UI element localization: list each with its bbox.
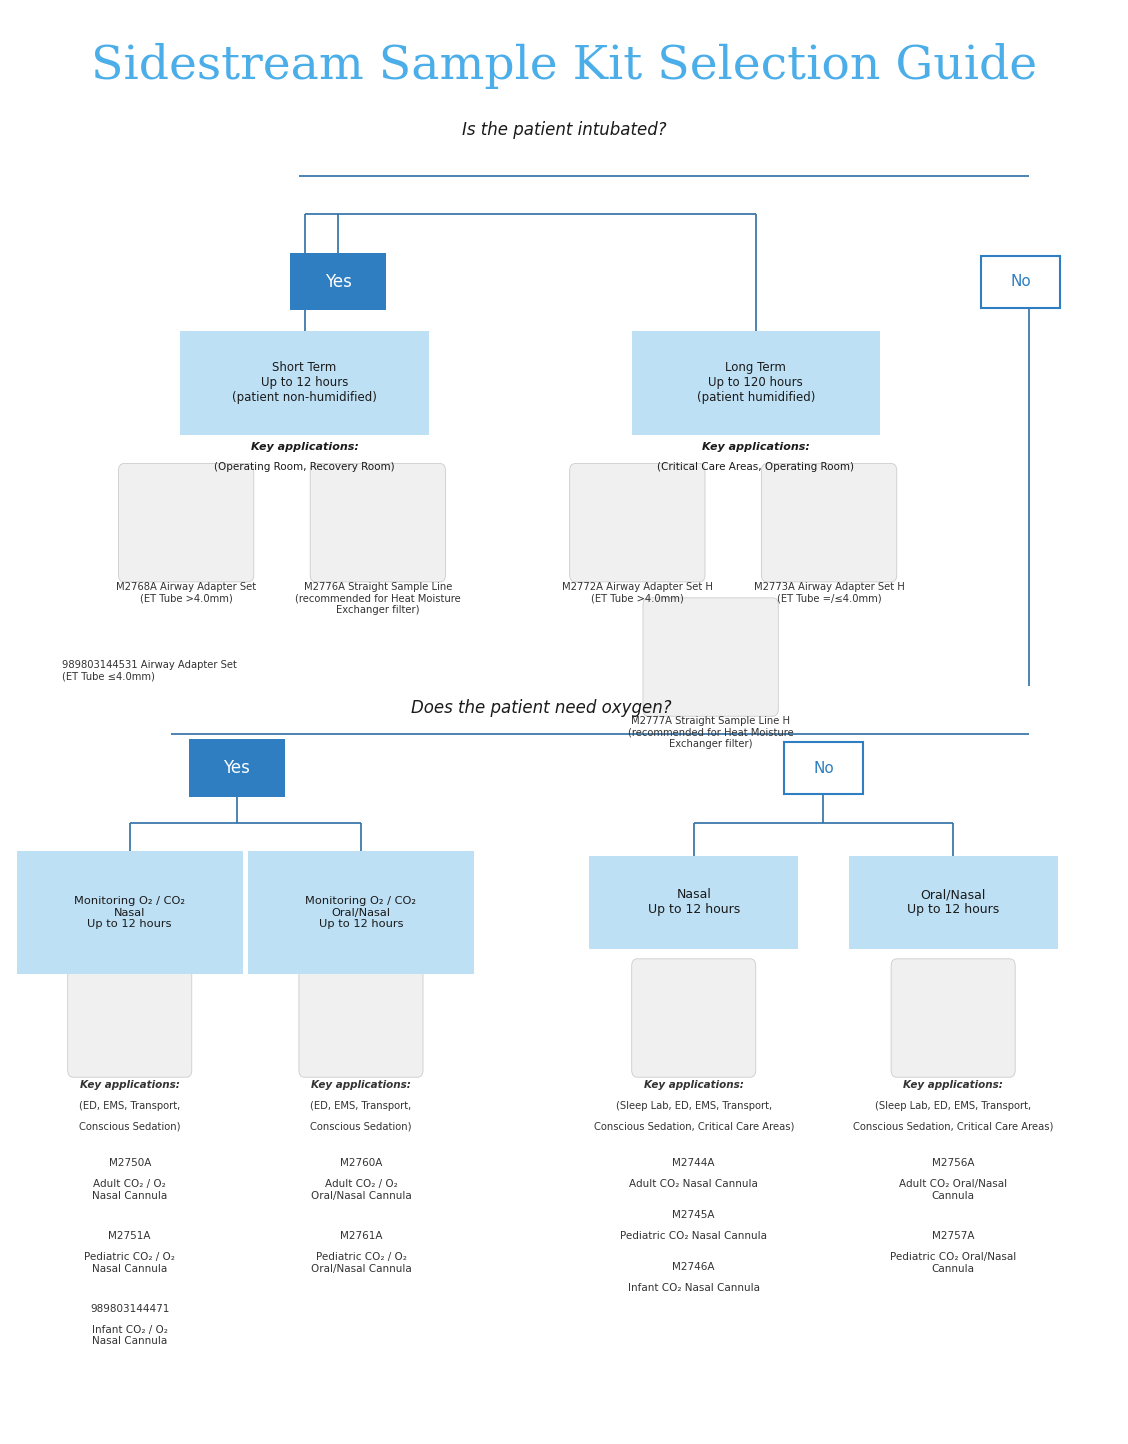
FancyBboxPatch shape xyxy=(68,959,192,1077)
Text: 989803144531 Airway Adapter Set
(ET Tube ≤4.0mm): 989803144531 Airway Adapter Set (ET Tube… xyxy=(62,660,237,682)
Text: M2757A: M2757A xyxy=(932,1230,975,1240)
FancyBboxPatch shape xyxy=(570,464,705,582)
Text: M2776A Straight Sample Line
(recommended for Heat Moisture
Exchanger filter): M2776A Straight Sample Line (recommended… xyxy=(296,582,460,615)
Text: M2773A Airway Adapter Set H
(ET Tube =/≤4.0mm): M2773A Airway Adapter Set H (ET Tube =/≤… xyxy=(754,582,905,604)
FancyBboxPatch shape xyxy=(310,464,446,582)
FancyBboxPatch shape xyxy=(188,739,284,797)
Text: Conscious Sedation, Critical Care Areas): Conscious Sedation, Critical Care Areas) xyxy=(593,1122,794,1132)
Text: Key applications:: Key applications: xyxy=(904,1080,1003,1090)
Text: Oral/Nasal
Up to 12 hours: Oral/Nasal Up to 12 hours xyxy=(907,888,999,917)
FancyBboxPatch shape xyxy=(17,851,243,973)
FancyBboxPatch shape xyxy=(848,855,1058,950)
Text: Pediatric CO₂ / O₂
Oral/Nasal Cannula: Pediatric CO₂ / O₂ Oral/Nasal Cannula xyxy=(310,1252,412,1274)
Text: M2746A: M2746A xyxy=(672,1262,715,1272)
Text: Adult CO₂ / O₂
Oral/Nasal Cannula: Adult CO₂ / O₂ Oral/Nasal Cannula xyxy=(310,1178,412,1200)
Text: Key applications:: Key applications: xyxy=(250,442,359,452)
Text: Conscious Sedation): Conscious Sedation) xyxy=(310,1122,412,1132)
Text: M2750A: M2750A xyxy=(108,1158,151,1168)
FancyBboxPatch shape xyxy=(118,464,254,582)
Text: Adult CO₂ Oral/Nasal
Cannula: Adult CO₂ Oral/Nasal Cannula xyxy=(899,1178,1007,1200)
Text: M2768A Airway Adapter Set
(ET Tube >4.0mm): M2768A Airway Adapter Set (ET Tube >4.0m… xyxy=(116,582,256,604)
Text: M2772A Airway Adapter Set H
(ET Tube >4.0mm): M2772A Airway Adapter Set H (ET Tube >4.… xyxy=(562,582,713,604)
FancyBboxPatch shape xyxy=(248,851,474,973)
FancyBboxPatch shape xyxy=(981,256,1060,308)
FancyBboxPatch shape xyxy=(891,959,1015,1077)
Text: Infant CO₂ / O₂
Nasal Cannula: Infant CO₂ / O₂ Nasal Cannula xyxy=(91,1326,168,1346)
Text: Infant CO₂ Nasal Cannula: Infant CO₂ Nasal Cannula xyxy=(627,1282,760,1292)
Text: M2761A: M2761A xyxy=(340,1230,382,1240)
Text: M2744A: M2744A xyxy=(672,1158,715,1168)
Text: (Operating Room, Recovery Room): (Operating Room, Recovery Room) xyxy=(214,462,395,472)
FancyBboxPatch shape xyxy=(784,742,863,794)
Text: Does the patient need oxygen?: Does the patient need oxygen? xyxy=(411,699,672,716)
FancyBboxPatch shape xyxy=(290,253,386,310)
FancyBboxPatch shape xyxy=(643,598,778,716)
Text: Nasal
Up to 12 hours: Nasal Up to 12 hours xyxy=(647,888,740,917)
Text: Pediatric CO₂ Nasal Cannula: Pediatric CO₂ Nasal Cannula xyxy=(620,1230,767,1240)
Text: Yes: Yes xyxy=(223,760,250,777)
FancyBboxPatch shape xyxy=(632,959,756,1077)
Text: Short Term
Up to 12 hours
(patient non-humidified): Short Term Up to 12 hours (patient non-h… xyxy=(232,361,377,404)
Text: (ED, EMS, Transport,: (ED, EMS, Transport, xyxy=(310,1100,412,1110)
Text: Key applications:: Key applications: xyxy=(311,1080,411,1090)
Text: Is the patient intubated?: Is the patient intubated? xyxy=(461,121,667,139)
Text: M2756A: M2756A xyxy=(932,1158,975,1168)
Text: Pediatric CO₂ Oral/Nasal
Cannula: Pediatric CO₂ Oral/Nasal Cannula xyxy=(890,1252,1016,1274)
Text: No: No xyxy=(813,761,834,775)
Text: Sidestream Sample Kit Selection Guide: Sidestream Sample Kit Selection Guide xyxy=(91,43,1037,90)
FancyBboxPatch shape xyxy=(632,331,880,435)
Text: Adult CO₂ / O₂
Nasal Cannula: Adult CO₂ / O₂ Nasal Cannula xyxy=(92,1178,167,1200)
Text: Conscious Sedation): Conscious Sedation) xyxy=(79,1122,180,1132)
Text: Yes: Yes xyxy=(325,273,352,290)
Text: M2760A: M2760A xyxy=(340,1158,382,1168)
Text: No: No xyxy=(1011,274,1031,289)
Text: (Critical Care Areas, Operating Room): (Critical Care Areas, Operating Room) xyxy=(658,462,854,472)
FancyBboxPatch shape xyxy=(299,959,423,1077)
Text: Conscious Sedation, Critical Care Areas): Conscious Sedation, Critical Care Areas) xyxy=(853,1122,1054,1132)
FancyBboxPatch shape xyxy=(761,464,897,582)
Text: Pediatric CO₂ / O₂
Nasal Cannula: Pediatric CO₂ / O₂ Nasal Cannula xyxy=(85,1252,175,1274)
Text: M2751A: M2751A xyxy=(108,1230,151,1240)
Text: (Sleep Lab, ED, EMS, Transport,: (Sleep Lab, ED, EMS, Transport, xyxy=(616,1100,772,1110)
FancyBboxPatch shape xyxy=(180,331,429,435)
Text: Key applications:: Key applications: xyxy=(80,1080,179,1090)
Text: Key applications:: Key applications: xyxy=(702,442,810,452)
Text: Key applications:: Key applications: xyxy=(644,1080,743,1090)
Text: M2777A Straight Sample Line H
(recommended for Heat Moisture
Exchanger filter): M2777A Straight Sample Line H (recommend… xyxy=(628,716,793,749)
Text: M2745A: M2745A xyxy=(672,1210,715,1220)
Text: Adult CO₂ Nasal Cannula: Adult CO₂ Nasal Cannula xyxy=(629,1178,758,1188)
Text: (ED, EMS, Transport,: (ED, EMS, Transport, xyxy=(79,1100,180,1110)
Text: Long Term
Up to 120 hours
(patient humidified): Long Term Up to 120 hours (patient humid… xyxy=(697,361,814,404)
Text: (Sleep Lab, ED, EMS, Transport,: (Sleep Lab, ED, EMS, Transport, xyxy=(875,1100,1031,1110)
Text: Monitoring O₂ / CO₂
Nasal
Up to 12 hours: Monitoring O₂ / CO₂ Nasal Up to 12 hours xyxy=(74,897,185,928)
Text: Monitoring O₂ / CO₂
Oral/Nasal
Up to 12 hours: Monitoring O₂ / CO₂ Oral/Nasal Up to 12 … xyxy=(306,897,416,928)
Text: 989803144471: 989803144471 xyxy=(90,1304,169,1314)
FancyBboxPatch shape xyxy=(589,855,799,950)
